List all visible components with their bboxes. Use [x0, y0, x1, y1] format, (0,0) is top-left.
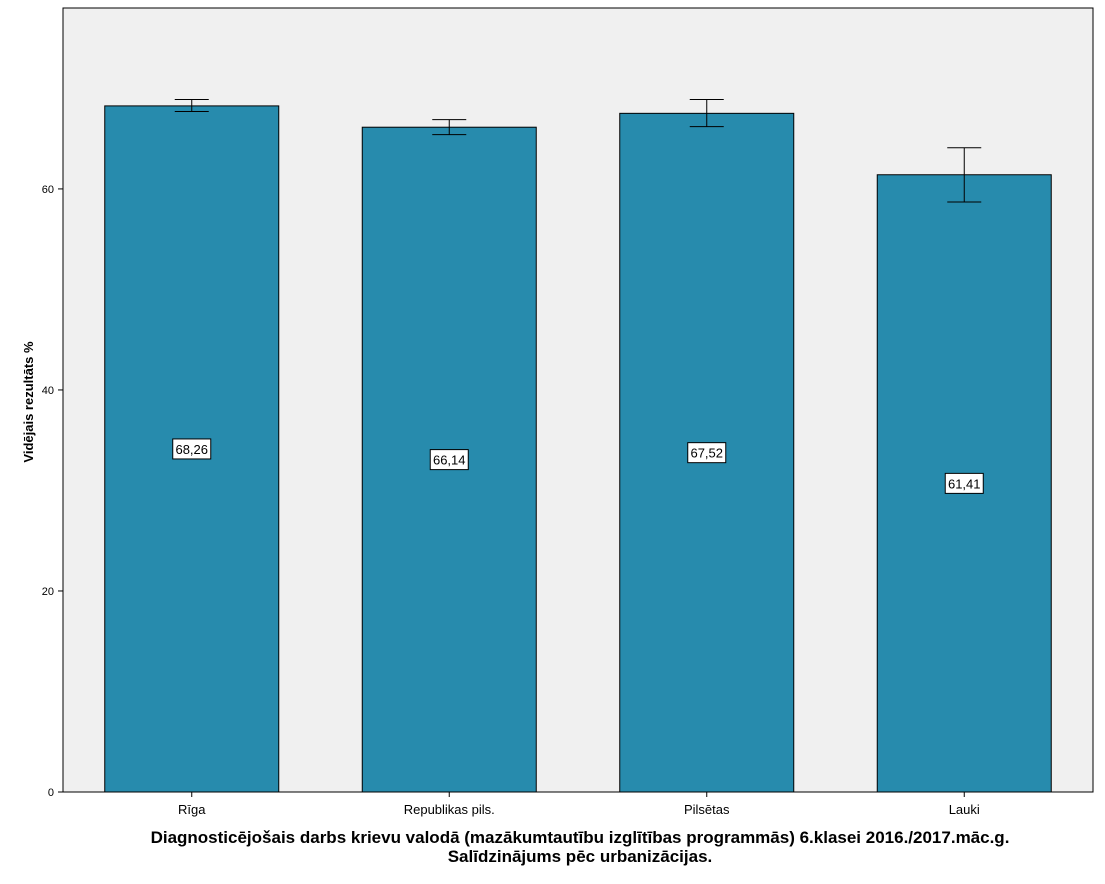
chart-title-line-1: Diagnosticējošais darbs krievu valodā (m… — [150, 828, 1010, 847]
error-bar — [174, 98, 209, 113]
y-tick-label: 20 — [42, 586, 54, 598]
x-category-label: Lauki — [949, 802, 980, 817]
svg-text:66,14: 66,14 — [433, 453, 466, 468]
y-tick-label: 40 — [42, 385, 54, 397]
svg-text:61,41: 61,41 — [948, 476, 981, 491]
value-labels: 68,26 66,14 67,52 61,41 — [172, 438, 984, 494]
x-category-label: Pilsētas — [684, 802, 730, 817]
y-axis-ticks: 0 20 40 60 — [42, 184, 63, 799]
y-axis-label: Vidējais rezultāts % — [21, 341, 36, 463]
error-bar — [432, 119, 467, 136]
y-tick-label: 60 — [42, 184, 54, 196]
error-bar — [947, 147, 982, 203]
data-label: 66,14 — [429, 449, 469, 471]
error-bar — [689, 98, 724, 128]
data-label: 61,41 — [944, 472, 984, 494]
svg-text:67,52: 67,52 — [690, 446, 723, 461]
error-bars — [174, 98, 982, 203]
data-label: 67,52 — [687, 442, 727, 464]
data-label: 68,26 — [172, 438, 212, 460]
chart-title-line-2: Salīdzinājums pēc urbanizācijas. — [447, 847, 713, 866]
x-category-label: Rīga — [178, 802, 206, 817]
svg-text:68,26: 68,26 — [175, 442, 208, 457]
y-tick-label: 0 — [48, 787, 54, 799]
x-category-label: Republikas pils. — [404, 802, 495, 817]
x-axis-categories: Rīga Republikas pils. Pilsētas Lauki — [178, 792, 980, 817]
